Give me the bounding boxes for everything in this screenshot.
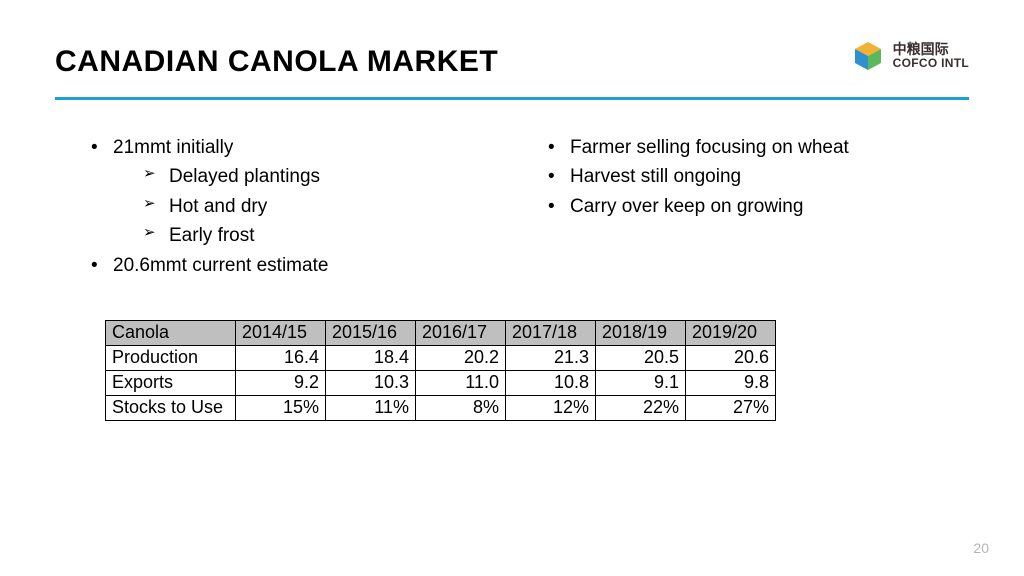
table-cell: 20.6 (686, 346, 776, 371)
table-cell: 8% (416, 396, 506, 421)
table-header-cell: 2019/20 (686, 321, 776, 346)
slide: CANADIAN CANOLA MARKET 中粮国际 COFCO INTL 2… (0, 0, 1024, 576)
bullet-item: 20.6mmt current estimate (85, 251, 512, 280)
sub-bullet-item: Delayed plantings (143, 162, 512, 191)
left-column: 21mmt initially Delayed plantings Hot an… (85, 133, 512, 280)
page-number: 20 (973, 540, 989, 556)
table-header-row: Canola 2014/15 2015/16 2016/17 2017/18 2… (106, 321, 776, 346)
table-cell: 20.2 (416, 346, 506, 371)
bullet-item: Harvest still ongoing (542, 162, 969, 191)
table-cell: 9.8 (686, 371, 776, 396)
logo-cn: 中粮国际 (893, 41, 969, 57)
table-header-cell: 2014/15 (236, 321, 326, 346)
table-header-cell: 2018/19 (596, 321, 686, 346)
logo: 中粮国际 COFCO INTL (851, 39, 969, 73)
divider-line (55, 97, 969, 100)
logo-cube-icon (851, 39, 885, 73)
logo-text: 中粮国际 COFCO INTL (893, 41, 969, 71)
canola-table: Canola 2014/15 2015/16 2016/17 2017/18 2… (105, 320, 776, 421)
header: CANADIAN CANOLA MARKET 中粮国际 COFCO INTL (55, 45, 969, 79)
table-corner: Canola (106, 321, 236, 346)
table-cell: 18.4 (326, 346, 416, 371)
table-header-cell: 2017/18 (506, 321, 596, 346)
sub-bullet-item: Hot and dry (143, 192, 512, 221)
data-table-wrap: Canola 2014/15 2015/16 2016/17 2017/18 2… (55, 320, 969, 421)
bullet-item: 21mmt initially Delayed plantings Hot an… (85, 133, 512, 251)
table-cell: 11.0 (416, 371, 506, 396)
table-cell: 10.3 (326, 371, 416, 396)
table-cell: 11% (326, 396, 416, 421)
bullet-columns: 21mmt initially Delayed plantings Hot an… (55, 133, 969, 280)
table-row: Stocks to Use 15% 11% 8% 12% 22% 27% (106, 396, 776, 421)
table-row: Production 16.4 18.4 20.2 21.3 20.5 20.6 (106, 346, 776, 371)
table-header-cell: 2016/17 (416, 321, 506, 346)
table-cell: 10.8 (506, 371, 596, 396)
table-cell: 27% (686, 396, 776, 421)
logo-en: COFCO INTL (893, 57, 969, 71)
right-column: Farmer selling focusing on wheat Harvest… (542, 133, 969, 280)
row-label: Stocks to Use (106, 396, 236, 421)
row-label: Exports (106, 371, 236, 396)
table-cell: 9.2 (236, 371, 326, 396)
table-cell: 20.5 (596, 346, 686, 371)
bullet-text: 21mmt initially (113, 137, 233, 158)
bullet-item: Farmer selling focusing on wheat (542, 133, 969, 162)
table-row: Exports 9.2 10.3 11.0 10.8 9.1 9.8 (106, 371, 776, 396)
row-label: Production (106, 346, 236, 371)
table-cell: 22% (596, 396, 686, 421)
bullet-item: Carry over keep on growing (542, 192, 969, 221)
table-cell: 9.1 (596, 371, 686, 396)
page-title: CANADIAN CANOLA MARKET (55, 45, 498, 79)
bullet-text: 20.6mmt current estimate (113, 255, 328, 276)
table-cell: 21.3 (506, 346, 596, 371)
table-cell: 16.4 (236, 346, 326, 371)
table-header-cell: 2015/16 (326, 321, 416, 346)
sub-bullet-item: Early frost (143, 221, 512, 250)
table-cell: 15% (236, 396, 326, 421)
table-cell: 12% (506, 396, 596, 421)
